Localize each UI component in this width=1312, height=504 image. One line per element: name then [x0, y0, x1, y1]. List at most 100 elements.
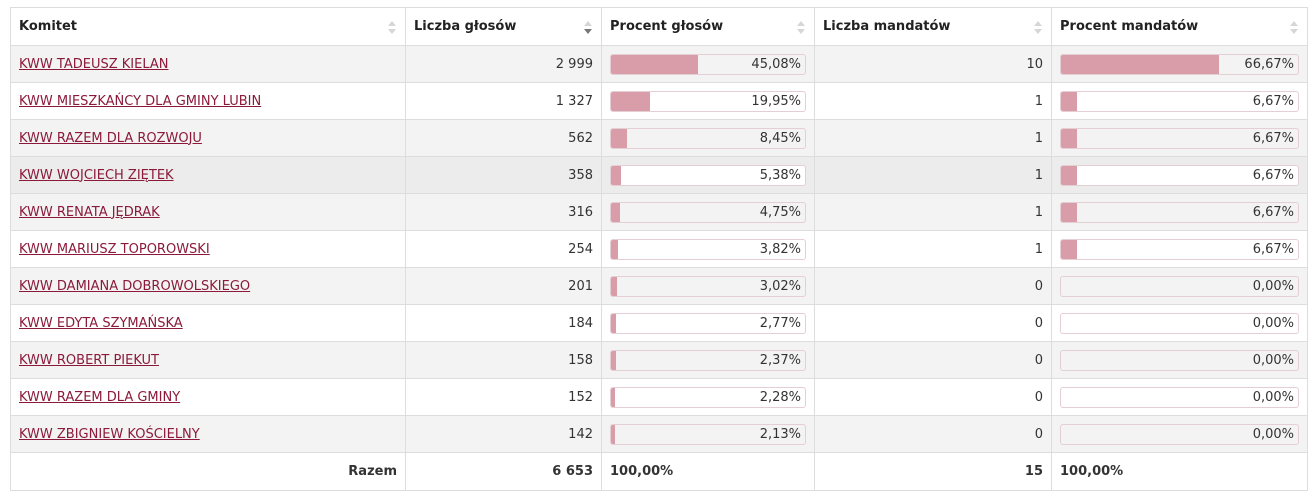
column-header-label: Procent głosów [610, 19, 724, 34]
table-row: KWW EDYTA SZYMAŃSKA 184 2,77% 0 0,00% [10, 304, 1308, 342]
committee-link[interactable]: KWW DAMIANA DOBROWOLSKIEGO [19, 278, 251, 294]
votes-percent-bar: 4,75% [610, 201, 806, 223]
votes-cell: 1 327 [405, 82, 602, 120]
committee-link[interactable]: KWW RAZEM DLA GMINY [19, 389, 181, 405]
votes-percent-bar-fill [611, 276, 617, 296]
committee-link[interactable]: KWW EDYTA SZYMAŃSKA [19, 315, 183, 331]
column-header-votes[interactable]: Liczba głosów [405, 7, 602, 46]
table-row: KWW RAZEM DLA ROZWOJU 562 8,45% 1 6,67% [10, 119, 1308, 157]
votes-percent-cell: 3,82% [601, 230, 815, 268]
column-header-label: Liczba mandatów [823, 19, 951, 34]
votes-percent-bar: 2,37% [610, 349, 806, 371]
committee-cell: KWW RAZEM DLA GMINY [10, 378, 406, 416]
sort-icon [797, 21, 805, 35]
table-row: KWW ROBERT PIEKUT 158 2,37% 0 0,00% [10, 341, 1308, 379]
votes-cell: 152 [405, 378, 602, 416]
seats-cell: 1 [814, 230, 1052, 268]
committee-link[interactable]: KWW ZBIGNIEW KOŚCIELNY [19, 426, 200, 442]
seats-percent-bar-fill [1061, 239, 1077, 259]
committee-cell: KWW MIESZKAŃCY DLA GMINY LUBIN [10, 82, 406, 120]
seats-percent-bar-label: 66,67% [1244, 56, 1294, 72]
committee-cell: KWW DAMIANA DOBROWOLSKIEGO [10, 267, 406, 305]
votes-percent-bar-label: 2,37% [759, 352, 801, 368]
votes-percent-bar-fill [611, 165, 622, 185]
totals-row: Razem 6 653 100,00% 15 100,00% [10, 452, 1308, 491]
votes-percent-cell: 2,37% [601, 341, 815, 379]
committee-link[interactable]: KWW ROBERT PIEKUT [19, 352, 159, 368]
votes-percent-bar-label: 4,75% [759, 204, 801, 220]
column-header-seats[interactable]: Liczba mandatów [814, 7, 1052, 46]
seats-percent-cell: 6,67% [1051, 193, 1308, 231]
seats-percent-bar-label: 0,00% [1252, 315, 1294, 331]
votes-percent-bar-label: 2,28% [759, 389, 801, 405]
seats-percent-cell: 0,00% [1051, 341, 1308, 379]
votes-cell: 201 [405, 267, 602, 305]
committee-cell: KWW WOJCIECH ZIĘTEK [10, 156, 406, 194]
seats-percent-cell: 66,67% [1051, 45, 1308, 83]
seats-percent-bar: 66,67% [1060, 53, 1299, 75]
column-header-committee[interactable]: Komitet [10, 7, 406, 46]
seats-cell: 10 [814, 45, 1052, 83]
seats-percent-cell: 0,00% [1051, 267, 1308, 305]
seats-cell: 0 [814, 415, 1052, 453]
totals-label: Razem [10, 452, 406, 491]
sort-descending-icon [584, 21, 592, 35]
seats-percent-bar: 0,00% [1060, 349, 1299, 371]
committee-link[interactable]: KWW TADEUSZ KIELAN [19, 56, 169, 72]
seats-percent-bar-label: 6,67% [1252, 204, 1294, 220]
committee-link[interactable]: KWW MIESZKAŃCY DLA GMINY LUBIN [19, 93, 262, 109]
votes-percent-bar-label: 19,95% [751, 93, 801, 109]
votes-cell: 184 [405, 304, 602, 342]
seats-percent-bar-fill [1061, 91, 1077, 111]
seats-cell: 0 [814, 341, 1052, 379]
committee-link[interactable]: KWW WOJCIECH ZIĘTEK [19, 167, 174, 183]
table-row: KWW DAMIANA DOBROWOLSKIEGO 201 3,02% 0 0,00% [10, 267, 1308, 305]
seats-percent-bar-fill [1061, 128, 1077, 148]
votes-percent-cell: 3,02% [601, 267, 815, 305]
seats-percent-cell: 6,67% [1051, 156, 1308, 194]
committee-cell: KWW RENATA JĘDRAK [10, 193, 406, 231]
votes-percent-cell: 45,08% [601, 45, 815, 83]
votes-percent-cell: 2,77% [601, 304, 815, 342]
seats-cell: 1 [814, 82, 1052, 120]
votes-cell: 2 999 [405, 45, 602, 83]
seats-percent-bar-label: 6,67% [1252, 93, 1294, 109]
votes-percent-bar-fill [611, 91, 650, 111]
committee-link[interactable]: KWW RENATA JĘDRAK [19, 204, 160, 220]
votes-percent-bar: 2,13% [610, 423, 806, 445]
column-header-votes-percent[interactable]: Procent głosów [601, 7, 815, 46]
votes-percent-bar-label: 3,82% [759, 241, 801, 257]
votes-percent-bar-fill [611, 239, 619, 259]
votes-percent-bar: 2,77% [610, 312, 806, 334]
table-body: KWW TADEUSZ KIELAN 2 999 45,08% 10 66,67% KWW… [10, 45, 1308, 453]
table-header-row: Komitet Liczba głosów Procent głosów Lic… [10, 7, 1308, 46]
votes-percent-cell: 19,95% [601, 82, 815, 120]
votes-cell: 254 [405, 230, 602, 268]
seats-percent-bar-label: 0,00% [1252, 352, 1294, 368]
column-header-label: Procent mandatów [1060, 19, 1199, 34]
votes-cell: 316 [405, 193, 602, 231]
votes-percent-bar-fill [611, 202, 621, 222]
seats-percent-cell: 6,67% [1051, 230, 1308, 268]
seats-percent-bar-label: 6,67% [1252, 241, 1294, 257]
seats-percent-bar-fill [1061, 54, 1219, 74]
totals-votes: 6 653 [405, 452, 602, 491]
votes-percent-bar-fill [611, 54, 699, 74]
seats-percent-cell: 0,00% [1051, 415, 1308, 453]
votes-percent-bar: 3,82% [610, 238, 806, 260]
results-table-wrapper: Komitet Liczba głosów Procent głosów Lic… [10, 7, 1308, 491]
column-header-seats-percent[interactable]: Procent mandatów [1051, 7, 1308, 46]
seats-percent-bar-label: 6,67% [1252, 167, 1294, 183]
column-header-label: Komitet [19, 19, 78, 34]
seats-cell: 0 [814, 378, 1052, 416]
table-row: KWW WOJCIECH ZIĘTEK 358 5,38% 1 6,67% [10, 156, 1308, 194]
seats-percent-bar: 0,00% [1060, 312, 1299, 334]
seats-percent-bar: 0,00% [1060, 386, 1299, 408]
seats-cell: 1 [814, 193, 1052, 231]
committee-link[interactable]: KWW MARIUSZ TOPOROWSKI [19, 241, 210, 257]
votes-percent-bar-label: 2,13% [759, 426, 801, 442]
votes-percent-bar-label: 45,08% [751, 56, 801, 72]
committee-link[interactable]: KWW RAZEM DLA ROZWOJU [19, 130, 202, 146]
table-row: KWW MIESZKAŃCY DLA GMINY LUBIN 1 327 19,95… [10, 82, 1308, 120]
votes-percent-bar: 3,02% [610, 275, 806, 297]
